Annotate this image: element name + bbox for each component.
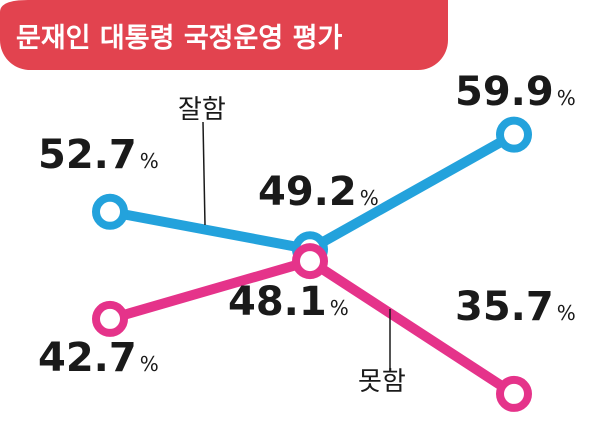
- chart-title: 문재인 대통령 국정운영 평가: [16, 23, 342, 54]
- series-label-good: 잘함: [178, 95, 226, 125]
- data-label-good-3: 59.9%: [455, 69, 576, 115]
- good-label-leader: [202, 121, 206, 226]
- data-label-bad-1: 42.7%: [38, 335, 159, 381]
- data-label-good-2: 49.2%: [258, 169, 379, 215]
- title-banner: 문재인 대통령 국정운영 평가: [0, 0, 448, 70]
- point-marker-good-3: [496, 116, 532, 153]
- markers-layer: [92, 116, 532, 412]
- data-label-bad-3: 35.7%: [455, 284, 576, 330]
- series-label-bad: 못함: [358, 367, 406, 397]
- point-marker-bad-1: [92, 300, 128, 337]
- data-label-good-1: 52.7%: [38, 132, 159, 178]
- value-labels: 52.7 % 49.2 % 59.9 % 42.7 % 48.1% 35.7%: [38, 69, 576, 381]
- point-marker-bad-2: [292, 243, 328, 280]
- title-banner-bg: [0, 0, 448, 70]
- point-marker-bad-3: [496, 375, 532, 412]
- data-label-bad-2: 48.1%: [228, 279, 349, 325]
- point-marker-good-1: [92, 193, 128, 230]
